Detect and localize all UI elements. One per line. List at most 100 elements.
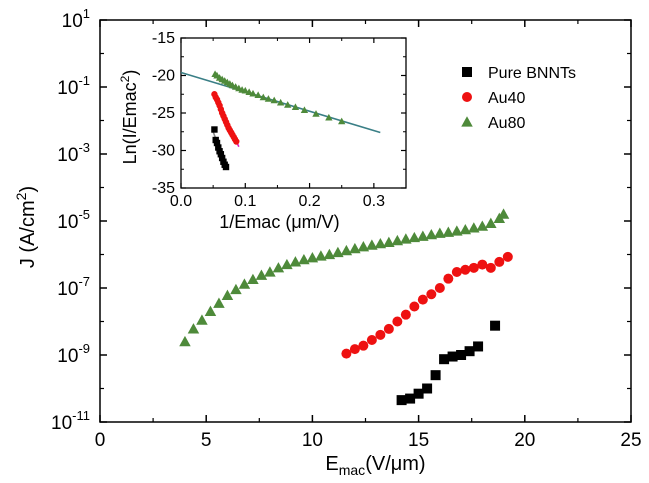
inset-plot: 0.0 0.1 0.2 0.3 -35 -30 -25 -20 -15 1/Emac (μm/V)… <box>118 30 407 232</box>
data-point <box>375 329 386 340</box>
y-tick-label: 101 <box>62 6 90 32</box>
data-point <box>405 393 416 404</box>
data-point <box>442 226 455 237</box>
data-point <box>366 335 377 346</box>
x-tick-label: 5 <box>201 430 212 451</box>
data-point <box>430 370 441 381</box>
data-point <box>456 350 467 360</box>
data-point <box>485 262 496 273</box>
data-point <box>221 289 234 301</box>
data-point <box>255 269 268 280</box>
legend-marker <box>462 92 472 102</box>
inset-data-point <box>213 139 221 147</box>
data-point <box>409 301 420 312</box>
data-point <box>485 217 497 228</box>
data-point <box>238 278 251 289</box>
legend-label: Au40 <box>488 90 525 107</box>
legend-marker <box>461 116 473 127</box>
data-point <box>400 233 412 244</box>
inset-data-point <box>218 154 226 162</box>
data-point <box>494 256 505 267</box>
data-point <box>289 256 302 267</box>
main-plot: 0 5 10 15 20 25 10-11 10-9 10-7 10-5 10-3 10-1 101 Em… <box>13 6 642 478</box>
inset-data-point <box>254 91 262 98</box>
x-tick-label: 10 <box>302 430 323 451</box>
inset-data-point <box>312 110 320 117</box>
y-tick-label: 10-11 <box>51 408 90 434</box>
y-tick-label: 10-1 <box>57 73 90 99</box>
legend-marker <box>462 67 472 77</box>
data-point <box>332 246 344 258</box>
inset-y-tick-label: -20 <box>152 68 175 85</box>
data-point <box>374 237 387 249</box>
data-point <box>459 223 472 235</box>
data-point <box>204 305 217 317</box>
data-point <box>383 236 395 247</box>
inset-data-point <box>233 138 240 145</box>
y-tick-label: 10-7 <box>57 274 90 300</box>
inset-x-tick-label: 0.1 <box>234 193 256 210</box>
data-point <box>447 351 458 362</box>
data-point <box>439 354 450 365</box>
inset-x-tick-label: 0.2 <box>298 193 320 210</box>
data-point <box>349 242 361 254</box>
data-point <box>417 230 429 241</box>
series-au40 <box>341 251 513 359</box>
data-point <box>340 244 353 256</box>
data-point <box>341 348 352 359</box>
inset-data-point <box>264 95 273 102</box>
inset-data-point <box>325 113 333 121</box>
data-point <box>349 344 360 355</box>
data-point <box>179 335 191 347</box>
legend: Pure BNNTs Au40 Au80 <box>461 65 576 132</box>
data-point <box>366 239 378 250</box>
inset-data-point <box>245 88 253 95</box>
inset-data-point <box>300 106 309 113</box>
data-point <box>281 258 293 270</box>
data-point <box>502 251 513 262</box>
inset-series-au80 <box>211 70 346 125</box>
data-point <box>434 283 445 293</box>
data-point <box>323 248 336 260</box>
inset-data-point <box>215 144 222 151</box>
x-axis-title: Emac(V/μm) <box>325 453 425 478</box>
inset-data-point <box>270 96 278 104</box>
inset-data-point <box>249 89 257 97</box>
data-point <box>451 225 463 236</box>
data-point <box>247 273 259 285</box>
data-point <box>396 395 407 406</box>
data-point <box>497 208 510 219</box>
inset-data-point <box>217 151 225 158</box>
data-point <box>383 323 394 334</box>
data-point <box>357 241 370 252</box>
x-tick-label: 20 <box>514 430 535 451</box>
data-point <box>196 314 208 325</box>
inset-y-axis-title: Ln(I/Emac2) <box>118 70 140 165</box>
data-point <box>473 341 484 352</box>
data-point <box>468 222 480 233</box>
x-tick-label: 0 <box>95 430 106 451</box>
x-tick-label: 25 <box>620 430 641 451</box>
inset-data-point <box>276 98 285 106</box>
data-point <box>477 259 488 270</box>
inset-data-point <box>222 163 230 171</box>
data-point <box>476 220 489 231</box>
series-au80 <box>179 208 510 347</box>
inset-plot-frame <box>180 37 407 189</box>
legend-label: Pure BNNTs <box>488 65 576 82</box>
inset-x-axis-title: 1/Emac (μm/V) <box>219 212 339 232</box>
inset-y-tick-label: -25 <box>152 105 175 122</box>
inset-data-point <box>291 103 300 110</box>
inset-y-tick-label: -15 <box>152 30 175 47</box>
legend-label: Au80 <box>488 115 525 132</box>
data-point <box>306 251 319 263</box>
data-point <box>298 253 310 265</box>
data-point <box>392 316 403 327</box>
data-point <box>426 289 437 300</box>
inset-y-tick-label: -35 <box>152 180 175 197</box>
data-point <box>315 250 327 261</box>
inset-series-au40 <box>211 91 240 145</box>
inset-data-point <box>241 86 249 94</box>
inset-x-tick-label: 0.0 <box>170 193 192 210</box>
data-point <box>434 227 446 238</box>
